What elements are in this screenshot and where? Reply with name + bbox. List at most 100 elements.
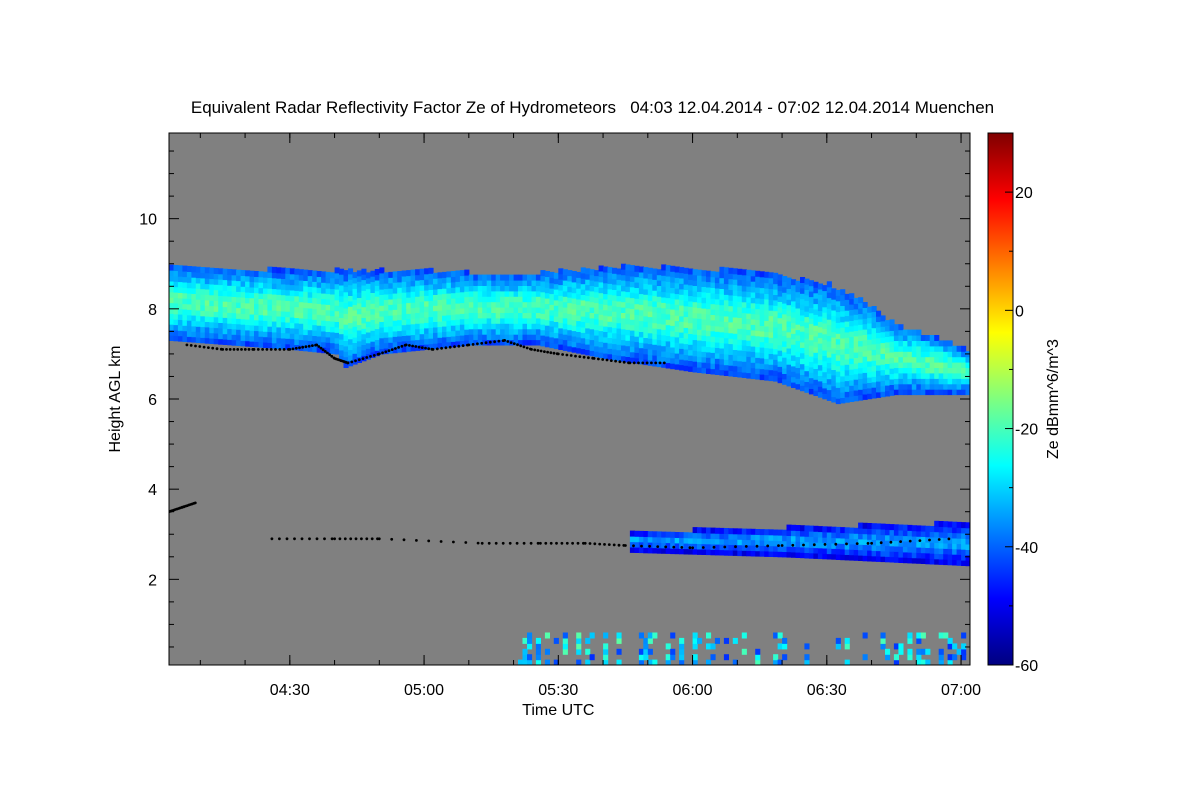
heatmap-cell bbox=[325, 315, 331, 322]
heatmap-cell bbox=[531, 323, 537, 330]
heatmap-cell bbox=[459, 275, 465, 282]
cloud-base-point bbox=[593, 542, 597, 546]
heatmap-cell bbox=[258, 276, 264, 283]
heatmap-cell bbox=[840, 354, 846, 361]
heatmap-cell bbox=[442, 320, 448, 327]
heatmap-cell bbox=[701, 286, 707, 293]
heatmap-cell bbox=[786, 337, 792, 344]
heatmap-cell bbox=[867, 371, 873, 378]
heatmap-cell bbox=[285, 332, 291, 339]
heatmap-cell bbox=[186, 320, 192, 327]
heatmap-cell bbox=[571, 346, 577, 353]
heatmap-cell bbox=[808, 280, 814, 287]
heatmap-cell bbox=[782, 335, 788, 342]
heatmap-cell bbox=[334, 348, 340, 355]
heatmap-cell bbox=[683, 543, 689, 550]
heatmap-cell bbox=[652, 542, 658, 549]
heatmap-cell bbox=[352, 353, 358, 360]
heatmap-cell bbox=[661, 329, 667, 336]
heatmap-cell bbox=[764, 271, 770, 278]
heatmap-cell bbox=[849, 533, 855, 539]
x-axis-label: Time UTC bbox=[522, 702, 594, 719]
heatmap-cell bbox=[437, 326, 443, 333]
heatmap-cell bbox=[934, 378, 940, 385]
heatmap-cell bbox=[688, 349, 694, 356]
heatmap-cell bbox=[195, 337, 201, 343]
heatmap-cell bbox=[598, 330, 604, 337]
heatmap-cell bbox=[835, 548, 841, 555]
heatmap-cell bbox=[862, 539, 868, 545]
heatmap-cell bbox=[844, 380, 850, 387]
heatmap-cell bbox=[204, 305, 210, 312]
heatmap-cell bbox=[616, 317, 622, 324]
heatmap-cell bbox=[723, 538, 729, 545]
heatmap-cell bbox=[276, 315, 282, 322]
heatmap-cell bbox=[535, 285, 541, 292]
heatmap-cell bbox=[218, 284, 224, 291]
heatmap-cell bbox=[714, 637, 720, 644]
heatmap-cell bbox=[401, 319, 407, 326]
heatmap-cell bbox=[477, 323, 483, 330]
heatmap-cell bbox=[750, 346, 756, 352]
heatmap-cell bbox=[706, 319, 712, 326]
heatmap-cell bbox=[782, 303, 788, 309]
heatmap-cell bbox=[442, 298, 448, 305]
heatmap-cell bbox=[692, 537, 698, 544]
heatmap-cell bbox=[840, 316, 846, 323]
heatmap-cell bbox=[898, 329, 904, 336]
heatmap-cell bbox=[862, 632, 868, 639]
reflectivity-heatmap bbox=[169, 263, 970, 665]
heatmap-cell bbox=[853, 297, 859, 304]
heatmap-cell bbox=[683, 289, 689, 296]
heatmap-cell bbox=[880, 643, 886, 650]
heatmap-cell bbox=[267, 272, 273, 278]
cloud-base-point bbox=[624, 544, 627, 547]
heatmap-cell bbox=[728, 273, 734, 280]
heatmap-cell bbox=[714, 538, 720, 545]
heatmap-cell bbox=[428, 273, 434, 280]
heatmap-cell bbox=[947, 521, 953, 528]
heatmap-cell bbox=[746, 269, 752, 276]
heatmap-cell bbox=[858, 324, 864, 331]
heatmap-cell bbox=[929, 531, 935, 538]
heatmap-cell bbox=[777, 632, 783, 639]
heatmap-cell bbox=[800, 298, 806, 305]
heatmap-cell bbox=[679, 654, 685, 661]
heatmap-cell bbox=[755, 281, 761, 288]
heatmap-cell bbox=[665, 324, 671, 331]
heatmap-cell bbox=[804, 659, 810, 665]
heatmap-cell bbox=[670, 330, 676, 337]
heatmap-cell bbox=[674, 353, 680, 359]
heatmap-cell bbox=[746, 280, 752, 287]
cloud-base-point bbox=[467, 343, 471, 347]
heatmap-cell bbox=[280, 273, 286, 279]
heatmap-cell bbox=[867, 360, 873, 367]
heatmap-cell bbox=[638, 298, 644, 305]
heatmap-cell bbox=[356, 346, 362, 353]
heatmap-cell bbox=[522, 648, 528, 655]
heatmap-cell bbox=[925, 335, 931, 341]
cloud-base-point bbox=[576, 541, 580, 545]
heatmap-cell bbox=[607, 277, 613, 284]
heatmap-cell bbox=[880, 315, 886, 322]
heatmap-cell bbox=[625, 269, 631, 276]
heatmap-cell bbox=[535, 317, 541, 324]
heatmap-cell bbox=[746, 275, 752, 282]
heatmap-cell bbox=[741, 632, 747, 639]
heatmap-cell bbox=[800, 282, 806, 289]
heatmap-cell bbox=[169, 302, 175, 309]
heatmap-cell bbox=[880, 380, 886, 387]
heatmap-cell bbox=[961, 632, 967, 639]
heatmap-cell bbox=[553, 637, 559, 644]
heatmap-cell bbox=[316, 314, 322, 321]
heatmap-cell bbox=[231, 285, 237, 292]
heatmap-cell bbox=[325, 271, 331, 278]
heatmap-cell bbox=[746, 313, 752, 319]
heatmap-cell bbox=[826, 367, 832, 374]
heatmap-cell bbox=[670, 325, 676, 332]
heatmap-cell bbox=[540, 302, 546, 309]
heatmap-cell bbox=[947, 389, 953, 396]
heatmap-cell bbox=[943, 542, 949, 549]
heatmap-cell bbox=[719, 342, 725, 349]
heatmap-cell bbox=[647, 343, 653, 350]
